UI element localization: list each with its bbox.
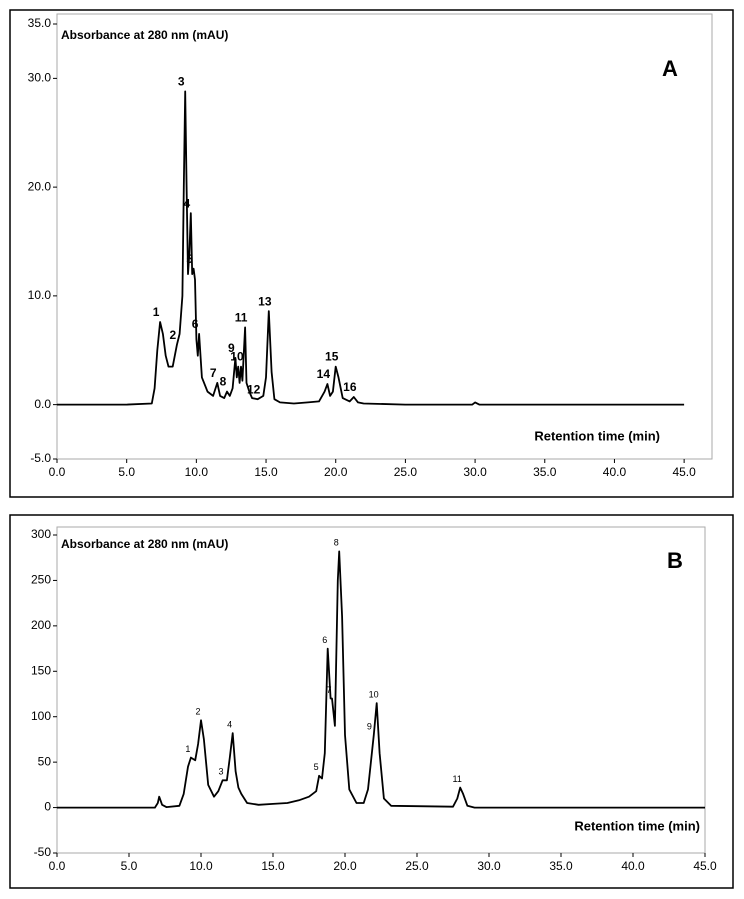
x-tick-label: 15.0 bbox=[261, 859, 285, 873]
peak-label: 8 bbox=[334, 538, 339, 548]
y-tick-label: 150 bbox=[31, 663, 51, 677]
peak-label: 11 bbox=[235, 311, 248, 325]
x-tick-label: 30.0 bbox=[477, 859, 501, 873]
x-tick-label: 15.0 bbox=[254, 465, 278, 479]
x-axis-title: Retention time (min) bbox=[574, 818, 700, 833]
peak-label: 9 bbox=[228, 341, 235, 355]
peak-label: 5 bbox=[314, 762, 319, 772]
y-tick-label: 35.0 bbox=[28, 16, 52, 30]
y-tick-label: 0 bbox=[44, 800, 51, 814]
x-tick-label: 40.0 bbox=[603, 465, 627, 479]
x-tick-label: 45.0 bbox=[693, 859, 717, 873]
x-tick-label: 30.0 bbox=[463, 465, 487, 479]
y-tick-label: 10.0 bbox=[28, 288, 52, 302]
y-tick-label: 300 bbox=[31, 527, 51, 541]
y-tick-label: -5.0 bbox=[30, 451, 51, 465]
y-axis-title: Absorbance at 280 nm (mAU) bbox=[61, 537, 228, 551]
panel-frame bbox=[9, 9, 734, 498]
peak-label: 15 bbox=[325, 350, 339, 364]
x-tick-label: 20.0 bbox=[324, 465, 348, 479]
x-tick-label: 45.0 bbox=[672, 465, 696, 479]
peak-label: 12 bbox=[247, 382, 261, 396]
plot-area bbox=[56, 526, 706, 854]
x-tick-label: 0.0 bbox=[49, 859, 66, 873]
panel-frame bbox=[9, 514, 734, 889]
x-tick-label: 35.0 bbox=[549, 859, 573, 873]
peak-label: 6 bbox=[322, 635, 327, 645]
y-axis-title: Absorbance at 280 nm (mAU) bbox=[61, 28, 228, 42]
peak-label: 8 bbox=[220, 375, 227, 389]
peak-label: 2 bbox=[170, 328, 177, 342]
x-tick-label: 5.0 bbox=[118, 465, 135, 479]
peak-label: 7 bbox=[327, 685, 332, 695]
x-axis-title: Retention time (min) bbox=[534, 428, 660, 443]
panel-label: A bbox=[662, 56, 678, 81]
y-tick-label: 20.0 bbox=[28, 179, 52, 193]
peak-label: 6 bbox=[192, 317, 199, 331]
x-tick-label: 25.0 bbox=[405, 859, 429, 873]
y-tick-label: 200 bbox=[31, 618, 51, 632]
peak-label: 7 bbox=[210, 366, 217, 380]
peak-label: 11 bbox=[453, 774, 462, 784]
y-tick-label: -50 bbox=[34, 845, 52, 859]
x-tick-label: 35.0 bbox=[533, 465, 557, 479]
peak-label: 10 bbox=[369, 689, 379, 699]
peak-label: 5 bbox=[186, 252, 193, 266]
peak-label: 3 bbox=[178, 75, 185, 89]
peak-label: 14 bbox=[317, 367, 331, 381]
x-tick-label: 10.0 bbox=[189, 859, 213, 873]
x-tick-label: 20.0 bbox=[333, 859, 357, 873]
trace bbox=[57, 90, 685, 406]
panel-label: B bbox=[667, 548, 683, 573]
y-tick-label: 30.0 bbox=[28, 71, 52, 85]
x-tick-label: 10.0 bbox=[185, 465, 209, 479]
peak-label: 1 bbox=[153, 305, 160, 319]
peak-label: 9 bbox=[367, 721, 372, 731]
peak-label: 1 bbox=[185, 744, 190, 754]
peak-label: 2 bbox=[195, 707, 200, 717]
x-tick-label: 0.0 bbox=[49, 465, 66, 479]
plot-area bbox=[56, 13, 713, 460]
y-tick-label: 50 bbox=[38, 754, 52, 768]
trace bbox=[57, 550, 705, 809]
y-tick-label: 100 bbox=[31, 709, 51, 723]
peak-label: 4 bbox=[183, 196, 190, 210]
x-tick-label: 25.0 bbox=[394, 465, 418, 479]
peak-label: 4 bbox=[227, 719, 232, 729]
x-tick-label: 5.0 bbox=[121, 859, 138, 873]
peak-label: 3 bbox=[219, 767, 224, 777]
peak-label: 10 bbox=[230, 350, 244, 364]
peak-label: 13 bbox=[258, 294, 272, 308]
x-tick-label: 40.0 bbox=[621, 859, 645, 873]
y-tick-label: 250 bbox=[31, 573, 51, 587]
y-tick-label: 0.0 bbox=[34, 397, 51, 411]
peak-label: 16 bbox=[343, 380, 357, 394]
